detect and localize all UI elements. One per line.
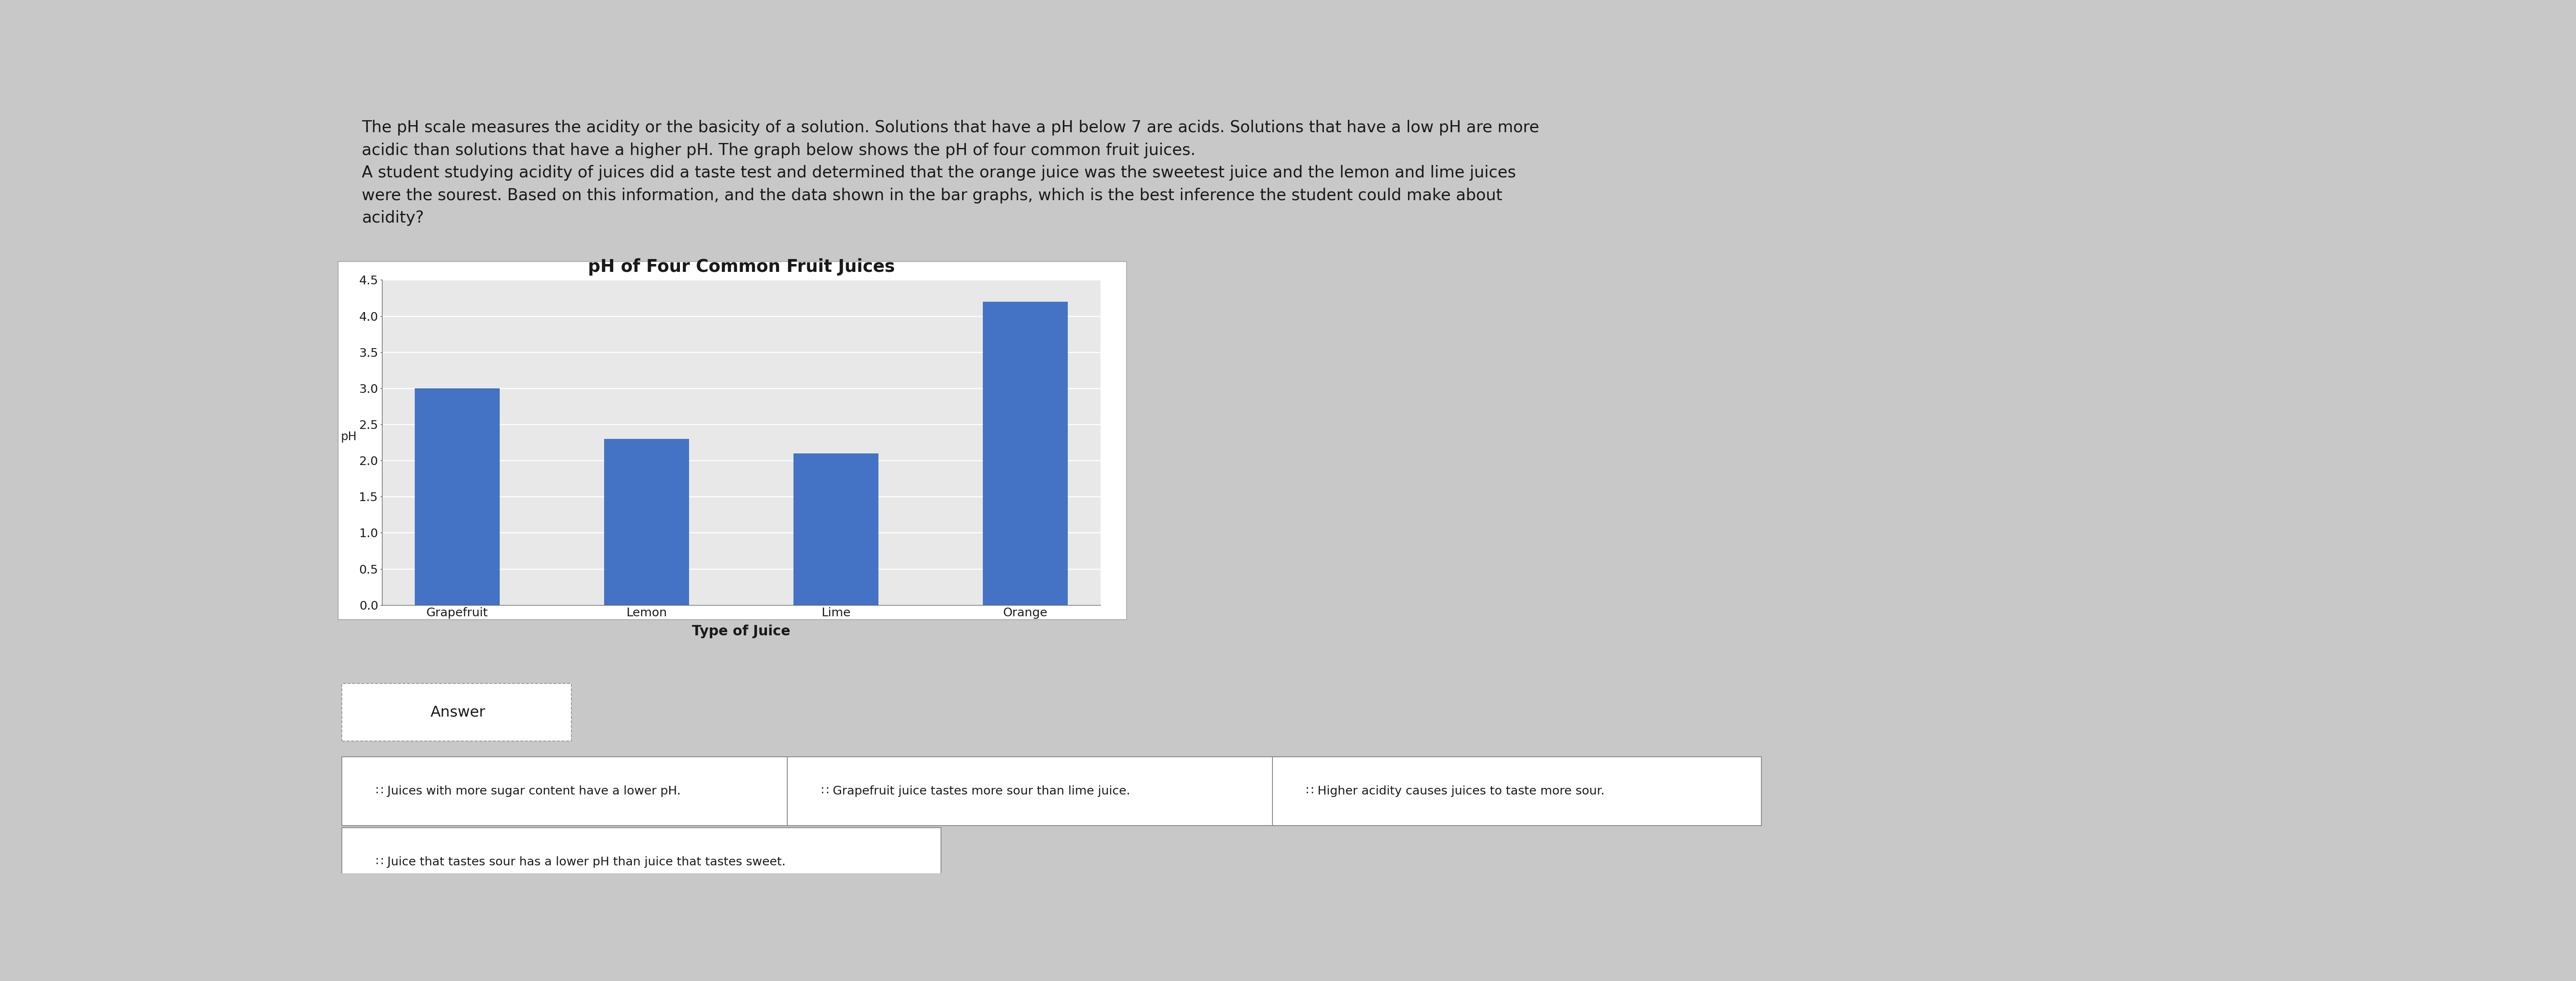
Text: Answer: Answer (430, 705, 484, 719)
Text: ∷ Higher acidity causes juices to taste more sour.: ∷ Higher acidity causes juices to taste … (1306, 785, 1605, 797)
Text: The pH scale measures the acidity or the basicity of a solution. Solutions that : The pH scale measures the acidity or the… (361, 120, 1540, 226)
Text: ∷ Grapefruit juice tastes more sour than lime juice.: ∷ Grapefruit juice tastes more sour than… (822, 785, 1131, 797)
FancyBboxPatch shape (343, 756, 791, 825)
Text: ∷ Juices with more sugar content have a lower pH.: ∷ Juices with more sugar content have a … (376, 785, 680, 797)
FancyBboxPatch shape (343, 684, 572, 742)
Text: ∷ Juice that tastes sour has a lower pH than juice that tastes sweet.: ∷ Juice that tastes sour has a lower pH … (376, 856, 786, 868)
FancyBboxPatch shape (337, 262, 1126, 620)
FancyBboxPatch shape (1273, 756, 1762, 825)
FancyBboxPatch shape (788, 756, 1275, 825)
FancyBboxPatch shape (343, 828, 940, 897)
